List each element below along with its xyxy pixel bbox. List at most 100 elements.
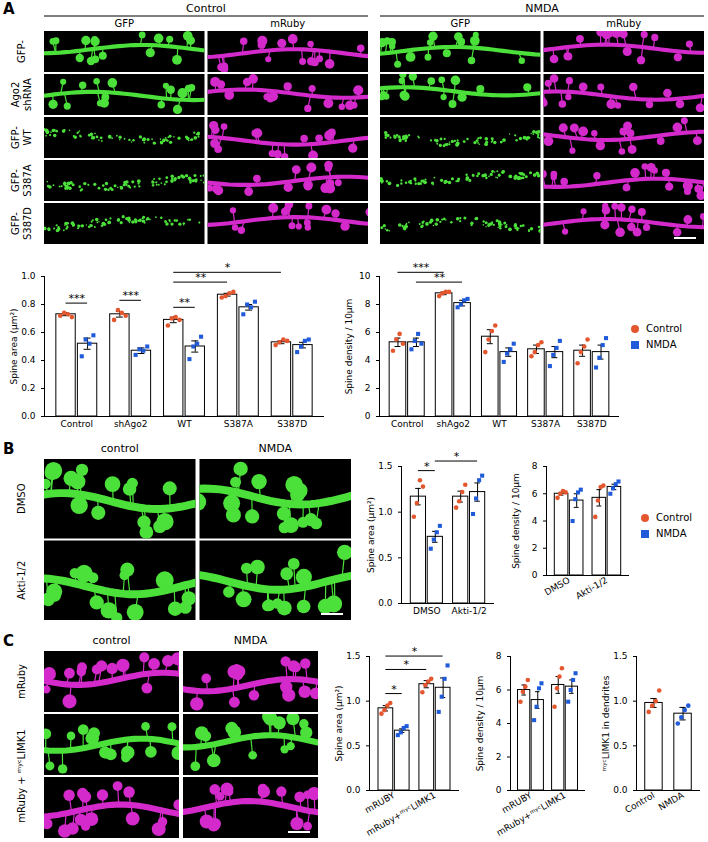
svg-text:6: 6 (532, 489, 538, 499)
svg-text:0.4: 0.4 (21, 355, 36, 365)
svg-text:*: * (225, 261, 231, 274)
svg-text:NMDA: NMDA (234, 634, 268, 647)
svg-text:0.5: 0.5 (346, 741, 360, 751)
svg-text:shRNA: shRNA (22, 78, 33, 111)
svg-text:S387A: S387A (224, 419, 254, 429)
svg-text:GFP-: GFP- (10, 212, 21, 235)
svg-text:S387A: S387A (22, 164, 33, 196)
svg-text:*: * (404, 658, 410, 671)
svg-text:Akti-1/2: Akti-1/2 (16, 561, 27, 600)
svg-text:S387D: S387D (22, 207, 33, 240)
svg-text:control: control (101, 442, 139, 455)
svg-text:1.5: 1.5 (346, 651, 360, 661)
svg-text:mRuby: mRuby (606, 18, 641, 29)
svg-text:0.8: 0.8 (21, 299, 36, 309)
svg-text:2: 2 (496, 752, 502, 762)
svg-text:1.0: 1.0 (378, 507, 393, 517)
svg-text:1.0: 1.0 (346, 696, 361, 706)
svg-text:10: 10 (359, 271, 371, 281)
svg-text:8: 8 (532, 461, 538, 471)
svg-text:***: *** (69, 292, 86, 305)
svg-text:Control: Control (391, 419, 424, 429)
svg-text:Spine density / 10µm: Spine density / 10µm (511, 473, 521, 569)
svg-text:0.5: 0.5 (378, 553, 392, 563)
svg-text:1.0: 1.0 (21, 271, 36, 281)
svg-text:mRuby: mRuby (16, 664, 27, 699)
svg-text:0: 0 (496, 785, 502, 795)
svg-text:2: 2 (365, 383, 371, 393)
svg-text:**: ** (195, 271, 207, 284)
svg-text:Control: Control (186, 2, 226, 15)
svg-text:mRuby+ᵐʸᶜLIMK1: mRuby+ᵐʸᶜLIMK1 (495, 790, 568, 838)
svg-text:0.2: 0.2 (21, 383, 35, 393)
svg-text:Akti-1/2: Akti-1/2 (452, 606, 487, 616)
svg-text:1.5: 1.5 (378, 461, 392, 471)
svg-text:0.0: 0.0 (21, 411, 36, 421)
svg-text:Control: Control (623, 790, 656, 815)
svg-text:shAgo2: shAgo2 (114, 419, 148, 429)
svg-text:WT: WT (22, 129, 33, 146)
svg-text:GFP: GFP (450, 18, 470, 29)
svg-text:Spine area (µm²): Spine area (µm²) (9, 308, 19, 384)
svg-text:*: * (454, 450, 460, 463)
svg-text:8: 8 (365, 299, 371, 309)
svg-text:C: C (3, 632, 14, 650)
svg-text:Spine area (µm²): Spine area (µm²) (334, 685, 344, 761)
svg-text:Control: Control (61, 419, 94, 429)
svg-text:DMSO: DMSO (543, 575, 572, 597)
svg-text:0: 0 (532, 570, 538, 580)
svg-text:GFP-: GFP- (10, 126, 21, 149)
svg-text:NMDA: NMDA (258, 442, 292, 455)
svg-text:1.0: 1.0 (613, 696, 628, 706)
svg-text:Spine density / 10µm: Spine density / 10µm (475, 676, 485, 772)
svg-text:shAgo2: shAgo2 (437, 419, 471, 429)
svg-text:mRUBY: mRUBY (500, 790, 534, 816)
svg-text:mRuby + ᵐʸᶜLIMK1: mRuby + ᵐʸᶜLIMK1 (16, 729, 27, 822)
svg-text:***: *** (413, 261, 430, 274)
svg-text:DMSO: DMSO (413, 606, 441, 616)
svg-text:GFP: GFP (114, 18, 134, 29)
svg-text:4: 4 (532, 516, 538, 526)
svg-text:***: *** (122, 289, 139, 302)
svg-text:GFP-: GFP- (10, 169, 21, 192)
svg-text:1.5: 1.5 (613, 651, 627, 661)
svg-text:Akti-1/2: Akti-1/2 (574, 575, 609, 601)
svg-text:8: 8 (496, 651, 502, 661)
svg-text:mRuby+ᵐʸᶜLIMK1: mRuby+ᵐʸᶜLIMK1 (365, 790, 438, 838)
svg-text:**: ** (179, 296, 191, 309)
svg-text:mRUBY: mRUBY (363, 790, 397, 815)
svg-text:0.5: 0.5 (613, 741, 627, 751)
svg-text:0.0: 0.0 (346, 785, 361, 795)
svg-text:A: A (3, 0, 15, 18)
svg-text:S387D: S387D (277, 419, 307, 429)
html-text:Control: Control (646, 323, 683, 335)
svg-text:*: * (391, 683, 397, 696)
svg-text:mRuby: mRuby (270, 18, 305, 29)
svg-text:*: * (412, 645, 418, 658)
svg-text:WT: WT (177, 419, 192, 429)
svg-text:0.0: 0.0 (378, 598, 393, 608)
svg-text:0.6: 0.6 (21, 327, 36, 337)
svg-text:S387D: S387D (577, 419, 607, 429)
svg-text:6: 6 (365, 327, 371, 337)
svg-text:NMDA: NMDA (657, 790, 686, 813)
svg-text:Spine area (µm²): Spine area (µm²) (366, 497, 376, 573)
svg-text:control: control (92, 634, 130, 647)
svg-text:4: 4 (496, 718, 502, 728)
svg-text:Spine density / 10µm: Spine density / 10µm (344, 299, 354, 395)
svg-text:6: 6 (496, 685, 502, 695)
svg-text:2: 2 (532, 543, 538, 553)
svg-text:0: 0 (365, 411, 371, 421)
svg-text:DMSO: DMSO (16, 483, 27, 514)
svg-text:NMDA: NMDA (525, 2, 559, 15)
svg-text:0.0: 0.0 (613, 785, 628, 795)
svg-text:4: 4 (365, 355, 371, 365)
svg-text:GFP-: GFP- (16, 40, 27, 63)
svg-text:ᵐʸᶜLIMK1 in dendrites: ᵐʸᶜLIMK1 in dendrites (601, 675, 611, 771)
svg-text:S387A: S387A (531, 419, 561, 429)
svg-text:WT: WT (492, 419, 507, 429)
svg-text:Ago2: Ago2 (10, 82, 21, 108)
svg-text:**: ** (434, 271, 446, 284)
svg-text:*: * (424, 460, 430, 473)
svg-text:B: B (3, 440, 14, 458)
